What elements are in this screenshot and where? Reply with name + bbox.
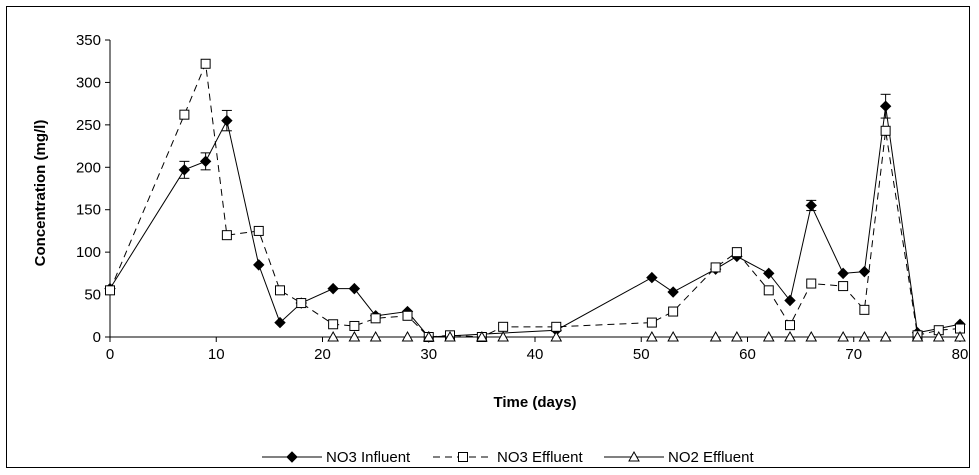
data-point: [806, 278, 817, 289]
data-point: [762, 330, 775, 342]
data-point: [858, 330, 871, 342]
data-point: [274, 316, 286, 329]
data-point: [498, 321, 509, 332]
x-tick-label: 70: [845, 346, 862, 363]
data-point: [327, 282, 339, 295]
legend-item: NO2 Effluent: [604, 449, 754, 466]
data-point: [646, 330, 658, 342]
series-layer: [104, 58, 966, 343]
data-point: [497, 330, 509, 342]
series-1: [105, 58, 965, 342]
data-point: [402, 310, 413, 321]
data-point: [327, 330, 339, 342]
data-point: [348, 330, 361, 342]
data-point: [710, 262, 721, 273]
x-tick-label: 30: [420, 346, 437, 363]
data-point: [646, 317, 657, 328]
series-line: [109, 61, 961, 338]
legend-label: NO2 Effluent: [668, 449, 754, 466]
y-tick-label: 50: [84, 287, 101, 304]
y-tick-label: 200: [76, 159, 101, 176]
y-axis-title: Concentration (mg/l): [32, 120, 49, 267]
data-point: [667, 330, 679, 342]
legend-marker: [628, 450, 640, 462]
data-point: [369, 330, 382, 342]
data-point: [348, 282, 361, 295]
data-point: [178, 164, 191, 176]
data-point: [179, 109, 190, 120]
data-point: [837, 267, 849, 280]
data-point: [199, 155, 212, 168]
legend: NO3 Influent NO3 Effluent NO2 Effluent: [262, 449, 754, 466]
legend-label: NO3 Influent: [326, 449, 411, 466]
series-0: [104, 100, 966, 343]
series-line: [109, 106, 961, 338]
data-point: [838, 281, 849, 292]
data-point: [221, 114, 233, 127]
y-tick-label: 250: [76, 117, 101, 134]
error-bars: [179, 93, 891, 212]
data-point: [731, 247, 742, 258]
data-point: [858, 265, 871, 278]
data-point: [709, 330, 722, 342]
y-tick-label: 150: [76, 202, 101, 219]
data-point: [370, 313, 381, 324]
data-point: [328, 319, 339, 330]
legend-item: NO3 Influent: [262, 449, 411, 466]
data-point: [954, 330, 966, 342]
x-tick-label: 50: [633, 346, 650, 363]
legend-item: NO3 Effluent: [433, 449, 583, 466]
data-point: [932, 330, 945, 342]
legend-marker: [286, 451, 298, 463]
data-point: [763, 267, 775, 280]
x-tick-label: 60: [739, 346, 756, 363]
y-tick-label: 300: [76, 74, 101, 91]
data-point: [805, 330, 818, 342]
axes: 0 50 100 150 200 250 300 350 0 10 20 30 40 50 60 70 80: [76, 32, 968, 363]
data-point: [296, 298, 307, 309]
data-point: [221, 230, 232, 241]
x-tick-label: 20: [314, 346, 331, 363]
data-point: [763, 285, 774, 296]
data-point: [880, 125, 891, 136]
legend-label: NO3 Effluent: [497, 449, 583, 466]
series-2: [327, 330, 966, 342]
data-point: [444, 330, 456, 342]
y-tick-label: 100: [76, 244, 101, 261]
data-point: [105, 285, 115, 296]
x-tick-label: 10: [208, 346, 225, 363]
data-point: [646, 271, 658, 284]
x-tick-label: 80: [952, 346, 969, 363]
data-point: [859, 304, 870, 315]
data-point: [401, 330, 414, 342]
data-point: [785, 320, 795, 331]
data-point: [879, 100, 892, 112]
x-tick-label: 40: [527, 346, 544, 363]
data-point: [879, 330, 892, 342]
data-point: [200, 58, 211, 69]
data-point: [253, 225, 264, 236]
data-point: [551, 321, 562, 332]
y-tick-label: 0: [93, 329, 101, 346]
data-point: [476, 330, 488, 342]
data-point: [911, 330, 924, 342]
data-point: [805, 199, 817, 212]
data-point: [668, 306, 679, 317]
data-point: [731, 330, 743, 342]
data-point: [349, 320, 360, 331]
data-point: [667, 286, 679, 298]
data-point: [784, 330, 796, 342]
data-point: [550, 330, 563, 342]
y-tick-label: 350: [76, 32, 101, 49]
x-axis-title: Time (days): [493, 394, 576, 411]
data-point: [784, 294, 796, 307]
data-point: [837, 330, 849, 342]
legend-marker: [458, 452, 468, 462]
chart-frame: [6, 6, 970, 468]
data-point: [275, 285, 285, 296]
x-tick-label: 0: [106, 346, 114, 363]
data-point: [253, 259, 265, 271]
data-point: [422, 330, 435, 342]
